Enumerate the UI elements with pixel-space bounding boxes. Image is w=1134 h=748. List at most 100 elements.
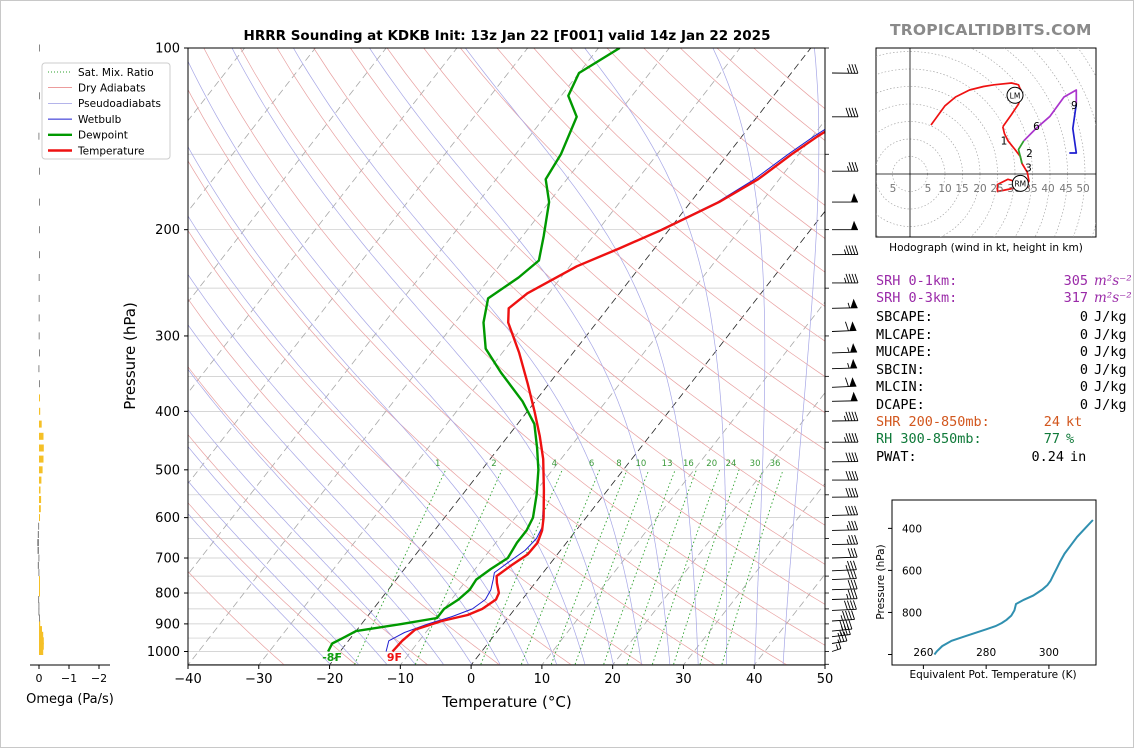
wind-barb <box>832 220 858 231</box>
pseudoadiabat <box>188 409 416 665</box>
barb-feather <box>837 639 842 649</box>
isotherm-line <box>188 48 529 485</box>
omega-bar <box>39 505 41 513</box>
x-tick-label: −30 <box>245 672 272 687</box>
stat-srh01: SRH 0-1km: 305 m²s⁻² <box>876 273 1132 289</box>
wind-barb <box>831 358 858 370</box>
mixing-ratio-label: 24 <box>726 459 737 469</box>
omega-bar <box>38 365 40 373</box>
stat-unit: in <box>1070 449 1087 465</box>
skewt-axes: −40 −30 −20 −10 0 10 20 30 40 50 100 200 300 400 500 60… <box>147 42 833 688</box>
barb-feather <box>851 505 856 516</box>
stat-unit: J/kg <box>1094 344 1127 360</box>
stat-value: 317 <box>1063 290 1088 306</box>
isotherm-line <box>188 48 458 394</box>
omega-bar <box>39 420 42 428</box>
dry-adiabat <box>460 48 825 378</box>
omega-panel: 0 −1 −2 <box>30 44 110 685</box>
isotherm-line <box>188 48 387 303</box>
barb-flag <box>850 298 858 308</box>
barb-staff <box>831 367 858 370</box>
barb-feather <box>845 433 850 443</box>
barb-half-feather <box>845 564 848 571</box>
mixing-ratio-label: 2 <box>491 459 496 469</box>
dry-adiabat <box>350 48 825 488</box>
omega-bar <box>39 251 40 259</box>
stat-mlcin: MLCIN: 0 J/kg <box>876 379 1127 395</box>
stat-label: SRH 0-3km: <box>876 290 958 306</box>
mixing-ratio-label: 1 <box>435 459 440 469</box>
stat-unit: m²s⁻² <box>1094 290 1132 306</box>
skewt-plot-area <box>187 47 826 666</box>
mixing-ratio-line <box>550 469 628 665</box>
dry-adiabat <box>386 48 825 450</box>
barb-flag <box>850 343 858 353</box>
wind-barb <box>831 619 853 632</box>
mixing-ratio-line <box>626 469 697 665</box>
stat-sbcin: SBCIN: 0 J/kg <box>876 362 1127 378</box>
barb-half-feather <box>839 630 842 636</box>
y-tick-label: 900 <box>155 617 180 632</box>
dry-adiabat <box>188 229 645 665</box>
stat-unit: J/kg <box>1094 397 1127 413</box>
stat-label: DCAPE: <box>876 397 925 413</box>
stat-sbcape: SBCAPE: 0 J/kg <box>876 309 1127 325</box>
pseudoadiabat <box>188 513 331 665</box>
barb-feather <box>842 620 847 630</box>
pseudoadiabat <box>782 48 820 665</box>
barb-flag <box>850 391 858 401</box>
barb-feather <box>848 505 853 516</box>
stat-label: MLCAPE: <box>876 327 933 343</box>
barb-staff <box>831 588 858 591</box>
omega-bar <box>39 576 40 584</box>
barb-feather <box>854 534 859 545</box>
omega-bar <box>39 349 40 357</box>
theta-e-x-tick-label: 280 <box>976 647 996 659</box>
isotherm-line <box>188 48 670 665</box>
barb-feather <box>848 470 853 481</box>
hodograph-ring-label: 15 <box>955 183 968 195</box>
barb-feather <box>845 377 849 387</box>
stat-label: SBCIN: <box>876 362 925 378</box>
barb-feather <box>845 620 850 630</box>
hodograph-ring-label: 25 <box>990 183 1003 195</box>
hodograph-ring-label: 5 <box>925 183 932 195</box>
theta-e-axis-label: Equivalent Pot. Temperature (K) <box>909 669 1076 681</box>
dry-adiabat <box>313 48 825 526</box>
freezing-isotherm <box>470 210 825 665</box>
barb-feather <box>854 162 859 172</box>
omega-bar <box>39 626 42 634</box>
barb-staff <box>831 598 858 600</box>
hodograph-ring-label: 5 <box>890 183 897 195</box>
omega-bar <box>38 602 40 610</box>
mixing-ratio-label: 4 <box>552 459 557 469</box>
omega-bar <box>38 314 40 322</box>
wind-barb <box>832 107 859 118</box>
barb-feather <box>853 560 857 570</box>
omega-bar <box>38 522 40 530</box>
pseudoadiabat <box>369 48 671 665</box>
wind-barb <box>832 470 859 481</box>
isotherm-line <box>188 48 599 575</box>
omega-bar <box>39 167 40 175</box>
barb-flag <box>849 377 857 387</box>
mixing-ratio-line <box>721 469 784 665</box>
omega-bar <box>38 332 40 340</box>
legend-label: Temperature <box>77 145 145 157</box>
mixing-ratio-label: 16 <box>683 459 694 469</box>
storm-motion-label: LM <box>1010 91 1021 100</box>
barb-feather <box>845 273 850 284</box>
hodograph-trace <box>1069 103 1078 154</box>
barb-feather <box>845 487 850 498</box>
barb-feather <box>851 610 855 620</box>
stat-unit: J/kg <box>1094 327 1127 343</box>
barb-feather <box>847 569 851 579</box>
pseudoadiabat <box>188 446 387 665</box>
wind-barb <box>831 560 857 572</box>
pseudoadiabat <box>188 60 586 665</box>
omega-bar <box>39 642 44 650</box>
dry-adiabat <box>240 48 825 605</box>
y-tick-label: 500 <box>155 463 180 478</box>
wind-barb <box>832 433 859 443</box>
wind-barb <box>831 534 859 546</box>
